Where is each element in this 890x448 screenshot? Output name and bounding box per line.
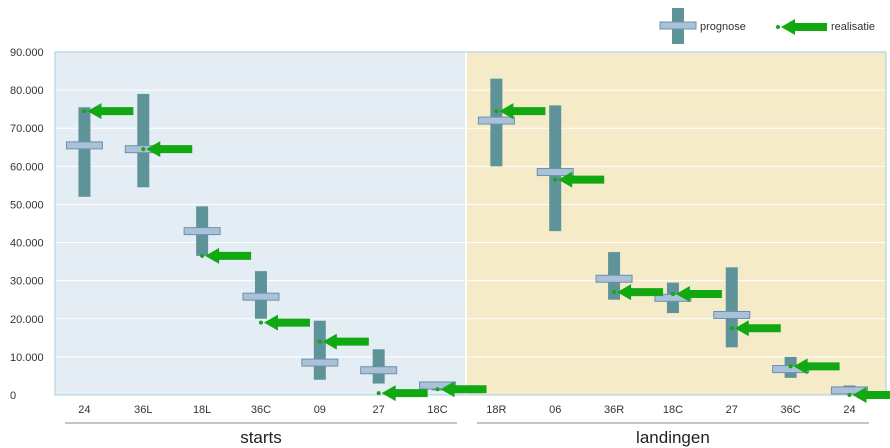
starts-panel-background: [55, 52, 466, 395]
realisatie-dot: [376, 391, 381, 396]
y-tick-label: 50.000: [10, 199, 44, 211]
x-category-label: 18L: [193, 404, 211, 416]
realisatie-dot: [317, 339, 322, 344]
x-category-label: 36C: [251, 404, 271, 416]
realisatie-arrow: [499, 103, 546, 120]
realisatie-dot: [258, 320, 263, 325]
legend: prognose realisatie: [659, 8, 875, 44]
x-category-label: 18R: [486, 404, 506, 416]
prognose-marker: [65, 141, 103, 150]
x-category-label: 06: [549, 404, 561, 416]
prognose-marker: [536, 168, 574, 177]
realisatie-arrow: [205, 247, 252, 264]
realisatie-dot: [847, 393, 852, 397]
y-tick-label: 70.000: [10, 123, 44, 135]
y-tick-label: 20.000: [10, 314, 44, 326]
realisatie-arrow: [87, 103, 134, 120]
realisatie-dot: [82, 109, 87, 114]
y-tick-label: 0: [10, 390, 16, 402]
y-tick-label: 90.000: [10, 47, 44, 59]
prognose-marker: [713, 310, 751, 319]
realisatie-dot: [729, 326, 734, 331]
x-category-label: 27: [726, 404, 738, 416]
range-bar: [725, 267, 738, 348]
legend-prognose-icon: [659, 21, 697, 30]
realisatie-dot: [788, 364, 793, 369]
realisatie-arrow: [617, 284, 664, 301]
x-axis-category-labels: 24 36L 18L 36C 09 27 18C 18R 06 36R 18C 27 36C 24: [78, 404, 855, 416]
range-bar: [137, 93, 150, 188]
realisatie-dot: [435, 387, 440, 392]
range-bar: [313, 320, 326, 380]
realisatie-arrow: [146, 141, 193, 158]
y-tick-label: 40.000: [10, 238, 44, 250]
realisatie-dot: [670, 292, 675, 297]
x-category-label: 18C: [427, 404, 447, 416]
x-category-label: 24: [78, 404, 90, 416]
prognose-markers: [65, 116, 868, 395]
prognose-marker: [477, 116, 515, 125]
x-category-label: 36L: [134, 404, 152, 416]
x-category-label: 36C: [781, 404, 801, 416]
prognose-marker: [301, 358, 339, 367]
realisatie-arrow: [675, 286, 722, 303]
plot-frame: [54, 51, 887, 396]
realisatie-dot: [553, 177, 558, 182]
y-tick-label: 60.000: [10, 161, 44, 173]
realisatie-dot: [494, 109, 499, 114]
realisatie-arrows: [82, 103, 890, 403]
realisatie-arrow: [558, 171, 605, 188]
realisatie-dot: [612, 290, 617, 295]
x-category-label: 27: [373, 404, 385, 416]
realisatie-arrow: [263, 314, 310, 331]
x-category-label: 09: [314, 404, 326, 416]
realisatie-arrow: [852, 387, 890, 403]
range-bar: [78, 107, 91, 197]
prognose-marker: [595, 274, 633, 283]
prognose-marker: [183, 227, 221, 236]
landingen-panel-background: [466, 52, 886, 395]
realisatie-dot: [200, 253, 205, 258]
x-category-label: 18C: [663, 404, 683, 416]
realisatie-arrow: [322, 333, 369, 350]
legend-realisatie-label: realisatie: [831, 21, 875, 33]
legend-prognose-label: prognose: [700, 21, 746, 33]
y-axis-tick-labels: 0 10.000 20.000 30.000 40.000 50.000 60.000 70.…: [10, 47, 44, 402]
group-label: landingen: [636, 428, 710, 447]
y-tick-label: 30.000: [10, 276, 44, 288]
x-category-label: 36R: [604, 404, 624, 416]
realisatie-dot: [141, 147, 146, 152]
panel-backgrounds: [55, 52, 886, 395]
prognose-marker: [242, 292, 280, 301]
x-category-label: 24: [843, 404, 855, 416]
gridlines: [54, 51, 887, 396]
prognose-marker: [360, 366, 398, 375]
realisatie-arrow: [381, 385, 428, 402]
group-label: starts: [240, 428, 282, 447]
legend-realisatie-arrow-icon: [781, 19, 827, 35]
realisatie-arrow: [440, 381, 487, 398]
legend-realisatie-dot: [776, 25, 780, 29]
realisatie-arrow: [793, 358, 840, 375]
y-tick-label: 10.000: [10, 352, 44, 364]
realisatie-arrow: [734, 320, 781, 337]
group-labels: starts landingen: [65, 422, 869, 447]
y-tick-label: 80.000: [10, 85, 44, 97]
